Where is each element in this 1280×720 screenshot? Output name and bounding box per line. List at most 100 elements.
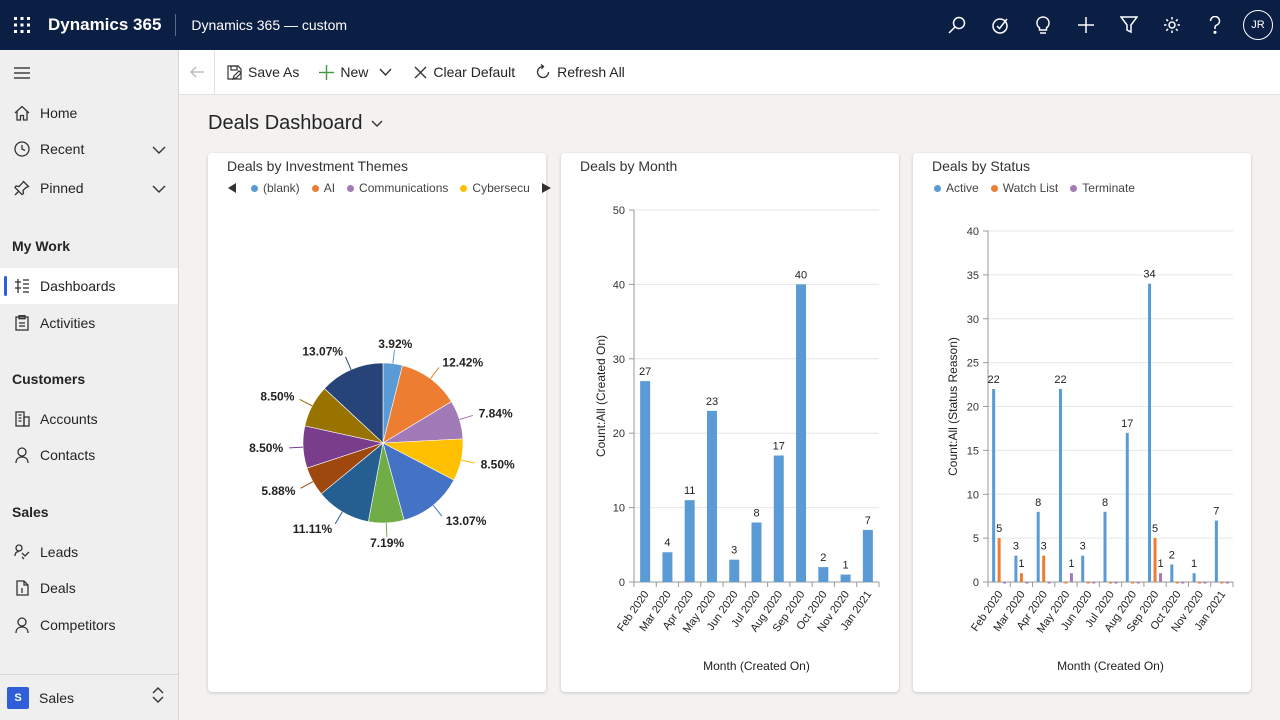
hamburger-menu-button[interactable]	[0, 55, 178, 91]
bar	[1058, 388, 1062, 582]
legend-item[interactable]: Terminate	[1070, 181, 1135, 195]
chart-title: Deals by Status	[932, 158, 1031, 174]
bar	[796, 284, 807, 582]
sidebar: Home Recent Pinned My Work Dashboards Ac…	[0, 50, 179, 720]
pie-slice-label: 8.50%	[481, 457, 515, 471]
app-launcher-icon[interactable]	[2, 0, 42, 50]
bar	[751, 522, 762, 582]
legend-next-icon[interactable]	[542, 183, 552, 193]
bar-value-label: 23	[706, 396, 718, 408]
legend-swatch	[460, 184, 468, 192]
bar	[1192, 573, 1196, 582]
chevron-down-icon[interactable]	[152, 141, 166, 157]
building-icon	[12, 411, 32, 427]
sidebar-item-activities[interactable]: Activities	[0, 305, 178, 341]
legend-prev-icon[interactable]	[228, 183, 237, 193]
bar-value-label: 22	[988, 374, 1000, 386]
lightbulb-icon[interactable]	[1021, 0, 1064, 50]
sidebar-item-leads[interactable]: Leads	[0, 534, 178, 570]
plus-icon	[319, 64, 335, 80]
sidebar-item-home[interactable]: Home	[0, 95, 178, 131]
bar	[1148, 283, 1152, 582]
bar	[1220, 582, 1224, 584]
legend-label: Cybersecu	[472, 181, 530, 195]
y-tick-label: 10	[613, 503, 625, 515]
sidebar-item-label: Recent	[40, 141, 85, 157]
close-icon	[414, 66, 427, 79]
bar	[729, 559, 740, 582]
user-avatar[interactable]: JR	[1243, 10, 1273, 40]
sidebar-item-dashboards[interactable]: Dashboards	[0, 268, 178, 304]
bar	[997, 538, 1001, 582]
refresh-all-button[interactable]: Refresh All	[535, 50, 625, 95]
sidebar-item-contacts[interactable]: Contacts	[0, 437, 178, 473]
bar	[773, 455, 784, 582]
section-heading-customers: Customers	[12, 371, 86, 387]
bar	[1025, 582, 1029, 584]
help-icon[interactable]	[1193, 0, 1236, 50]
new-button[interactable]: New	[319, 50, 368, 95]
bar	[1036, 511, 1040, 582]
plus-icon[interactable]	[1064, 0, 1107, 50]
chevron-down-icon	[379, 68, 392, 76]
bar-value-label: 8	[753, 507, 759, 519]
bar	[1159, 573, 1163, 582]
pie-slice	[324, 362, 384, 444]
legend-label: Terminate	[1082, 181, 1135, 195]
new-dropdown-button[interactable]	[379, 50, 392, 95]
bar	[1170, 564, 1174, 582]
legend-item[interactable]: Active	[934, 181, 979, 195]
sidebar-item-deals[interactable]: Deals	[0, 570, 178, 606]
app-name[interactable]: Dynamics 365	[48, 14, 177, 36]
bar-value-label: 3	[1041, 541, 1047, 553]
pie-slice	[382, 365, 452, 444]
bar-value-label: 1	[1068, 558, 1074, 570]
legend-swatch	[311, 184, 319, 192]
bar	[1014, 555, 1018, 582]
legend-label: Communications	[359, 181, 449, 195]
legend-item: AI	[311, 181, 335, 195]
bar-value-label: 5	[1152, 523, 1158, 535]
bar-value-label: 3	[1080, 541, 1086, 553]
sidebar-item-label: Home	[40, 105, 78, 121]
legend-item[interactable]: Watch List	[990, 181, 1059, 195]
chevron-down-icon[interactable]	[152, 180, 166, 196]
bar	[1181, 582, 1185, 584]
bar	[1103, 511, 1107, 582]
section-heading-sales: Sales	[12, 504, 49, 520]
bar-value-label: 1	[1018, 558, 1024, 570]
y-tick-label: 0	[973, 577, 979, 589]
search-icon[interactable]	[935, 0, 978, 50]
sidebar-item-competitors[interactable]: Competitors	[0, 607, 178, 643]
pie-leader-line	[392, 349, 396, 364]
chart-card-deals-by-month: Deals by Month 0 10 20 30 40 50 27 Feb 2020 4 Mar…	[561, 153, 899, 692]
pie-leader-line	[461, 459, 475, 464]
sidebar-item-label: Dashboards	[40, 278, 116, 294]
back-button[interactable]	[179, 49, 215, 95]
bar	[1086, 582, 1090, 584]
sidebar-item-pinned[interactable]: Pinned	[0, 170, 178, 206]
person-icon	[12, 617, 32, 633]
bar	[1042, 555, 1046, 582]
clear-default-button[interactable]: Clear Default	[414, 50, 515, 95]
y-tick-label: 20	[613, 428, 625, 440]
app-subtitle[interactable]: Dynamics 365 — custom	[191, 17, 348, 33]
task-flow-icon[interactable]	[978, 0, 1021, 50]
bar	[684, 500, 695, 582]
bar	[1125, 432, 1129, 582]
sidebar-item-recent[interactable]: Recent	[0, 131, 178, 167]
y-tick-label: 0	[619, 577, 625, 589]
bar	[1003, 582, 1007, 584]
bar-value-label: 2	[1169, 549, 1175, 561]
gear-icon[interactable]	[1150, 0, 1193, 50]
filter-icon[interactable]	[1107, 0, 1150, 50]
legend-swatch	[1070, 184, 1078, 192]
bar-value-label: 2	[820, 552, 826, 564]
chart-card-investment-themes: Deals by Investment Themes (blank) AI Co…	[208, 153, 552, 692]
save-as-button[interactable]: Save As	[227, 50, 299, 95]
legend-label: Watch List	[1002, 181, 1059, 195]
dashboard-selector[interactable]: Deals Dashboard	[208, 112, 383, 135]
area-switcher[interactable]: S Sales	[0, 674, 178, 720]
sidebar-item-accounts[interactable]: Accounts	[0, 401, 178, 437]
